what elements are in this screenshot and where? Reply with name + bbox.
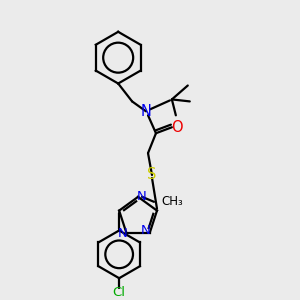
Text: N: N	[118, 227, 127, 240]
Text: N: N	[137, 190, 147, 203]
Text: N: N	[141, 104, 152, 119]
Text: CH₃: CH₃	[161, 195, 183, 208]
Text: N: N	[141, 224, 151, 237]
Text: O: O	[171, 120, 183, 135]
Text: Cl: Cl	[113, 286, 126, 298]
Text: S: S	[147, 167, 157, 182]
